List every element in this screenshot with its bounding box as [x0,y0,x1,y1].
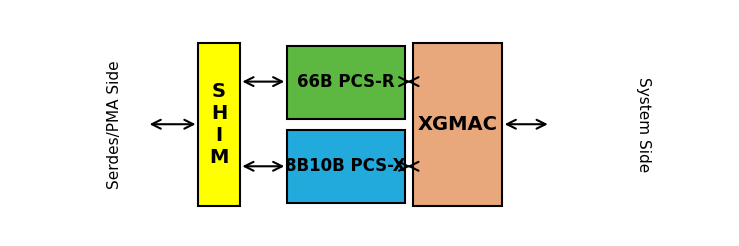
Bar [198,43,239,206]
Text: 8B10B PCS-X: 8B10B PCS-X [285,157,406,175]
Bar [287,130,404,203]
Text: System Side: System Side [636,77,651,172]
Text: 66B PCS-R: 66B PCS-R [296,73,395,91]
Bar [413,43,502,206]
Text: XGMAC: XGMAC [418,115,497,134]
Text: S
H
I
M: S H I M [209,82,228,167]
Bar [287,46,404,119]
Text: Serdes/PMA Side: Serdes/PMA Side [106,60,122,188]
